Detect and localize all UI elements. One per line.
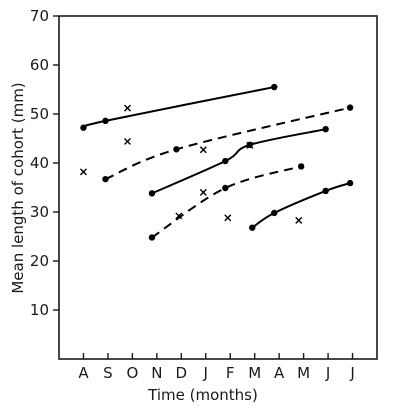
- y-tick-label: 30: [30, 203, 49, 221]
- series-point: [346, 179, 354, 187]
- x-tick-label: M: [297, 364, 310, 382]
- series-line-4: [151, 165, 302, 239]
- series-point: [249, 224, 256, 231]
- points-group: [79, 83, 354, 241]
- y-axis-title: Mean length of cohort (mm): [9, 82, 27, 293]
- x-tick-label: M: [248, 364, 261, 382]
- y-tick-label: 40: [30, 154, 49, 172]
- x-tick-label: S: [103, 364, 113, 382]
- cross-point: [295, 216, 303, 224]
- y-tick-label: 10: [30, 301, 49, 319]
- cross-point: [79, 168, 87, 176]
- series-point: [102, 117, 109, 125]
- series-point: [271, 83, 278, 91]
- series-point: [297, 163, 305, 170]
- series-line-1: [82, 86, 275, 129]
- series-point: [346, 104, 354, 111]
- x-tick-label: A: [274, 364, 285, 382]
- cross-point: [175, 212, 183, 220]
- cross-point: [199, 188, 207, 196]
- cross-point: [224, 214, 232, 222]
- cross-point: [123, 137, 131, 145]
- cross-point: [246, 141, 254, 149]
- series-point: [148, 190, 156, 197]
- y-tick-label: 20: [30, 252, 49, 270]
- x-tick-label: N: [151, 364, 162, 382]
- cross-point: [123, 104, 131, 112]
- y-axis: 10 20 30 40 50 60 70: [30, 7, 59, 319]
- series-point: [271, 209, 278, 217]
- x-tick-label: J: [203, 364, 208, 382]
- series-point: [173, 146, 180, 153]
- x-tick-label: F: [226, 364, 235, 382]
- x-tick-label: A: [78, 364, 89, 382]
- series-point: [80, 124, 87, 131]
- plot-frame: [58, 15, 378, 360]
- y-tick-label: 60: [30, 56, 49, 74]
- y-tick-label: 50: [30, 105, 49, 123]
- x-tick-label: O: [126, 364, 138, 382]
- series-point: [322, 187, 329, 195]
- cross-point: [199, 146, 207, 154]
- series-point: [222, 184, 229, 192]
- series-line-3: [151, 128, 326, 195]
- series-line-5: [251, 182, 351, 229]
- x-tick-label: D: [176, 364, 188, 382]
- y-tick-label: 70: [30, 7, 49, 25]
- series-point: [148, 234, 156, 241]
- series-line-2: [105, 106, 351, 181]
- series-point: [102, 175, 109, 183]
- x-tick-label: J: [349, 364, 354, 382]
- series-group: [82, 86, 351, 239]
- series-point: [322, 125, 329, 133]
- series-point: [222, 157, 229, 165]
- x-axis-title: Time (months): [147, 386, 258, 404]
- x-tick-label: J: [325, 364, 330, 382]
